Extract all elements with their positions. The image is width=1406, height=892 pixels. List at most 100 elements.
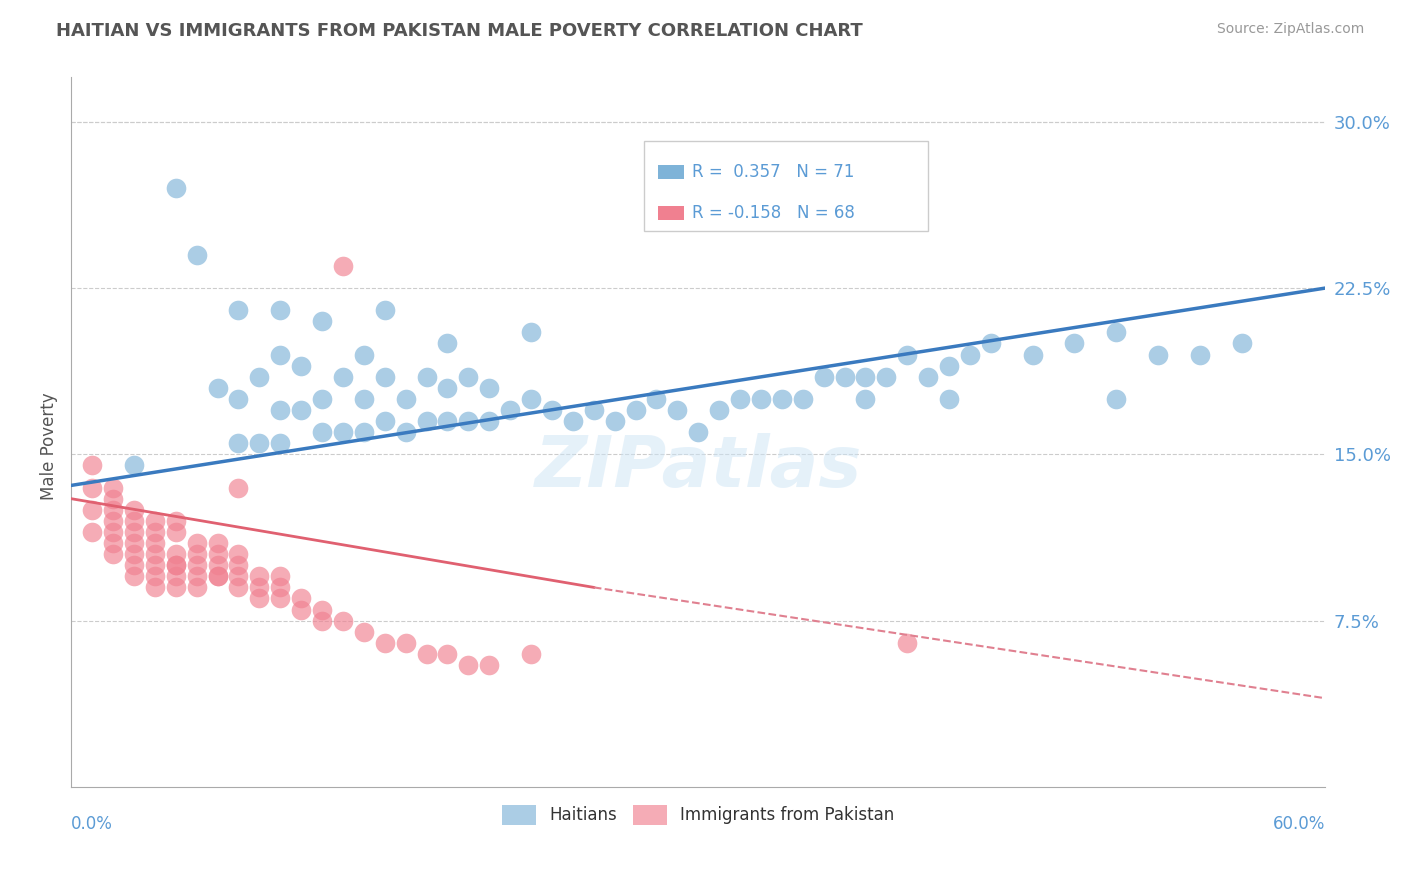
Point [165, 514, 187, 528]
Point [688, 425, 710, 440]
Point [269, 403, 291, 417]
Point [749, 392, 772, 406]
Point [186, 248, 208, 262]
Point [980, 336, 1002, 351]
Point [82, 503, 104, 517]
Point [395, 636, 418, 650]
Point [332, 369, 354, 384]
Point [603, 414, 626, 428]
Point [415, 369, 437, 384]
Point [165, 581, 187, 595]
Point [101, 547, 124, 561]
Point [143, 547, 166, 561]
Point [269, 436, 291, 450]
Point [143, 581, 166, 595]
Point [290, 591, 312, 606]
Point [728, 392, 751, 406]
Point [82, 458, 104, 473]
Point [520, 326, 543, 340]
Point [938, 392, 960, 406]
Point [436, 647, 458, 661]
Point [917, 369, 939, 384]
Point [311, 314, 333, 328]
Text: Male Poverty: Male Poverty [41, 392, 58, 500]
Point [896, 636, 918, 650]
Point [834, 369, 856, 384]
Point [228, 547, 250, 561]
Point [165, 181, 187, 195]
Point [101, 536, 124, 550]
Point [582, 403, 605, 417]
Point [101, 503, 124, 517]
Point [269, 569, 291, 583]
Point [122, 569, 145, 583]
Text: R =  0.357   N = 71: R = 0.357 N = 71 [692, 162, 855, 181]
Point [186, 581, 208, 595]
Point [101, 481, 124, 495]
Point [1063, 336, 1085, 351]
Point [332, 259, 354, 273]
Point [207, 547, 229, 561]
Point [813, 369, 835, 384]
Point [1188, 348, 1211, 362]
Point [122, 503, 145, 517]
Point [143, 536, 166, 550]
Point [792, 392, 814, 406]
Point [1105, 326, 1128, 340]
Point [395, 392, 418, 406]
Point [207, 558, 229, 573]
Point [436, 336, 458, 351]
Point [165, 569, 187, 583]
Text: Source: ZipAtlas.com: Source: ZipAtlas.com [1216, 22, 1364, 37]
Text: HAITIAN VS IMMIGRANTS FROM PAKISTAN MALE POVERTY CORRELATION CHART: HAITIAN VS IMMIGRANTS FROM PAKISTAN MALE… [56, 22, 863, 40]
Point [707, 403, 730, 417]
Point [311, 392, 333, 406]
Text: 60.0%: 60.0% [1272, 815, 1326, 833]
Legend: Haitians, Immigrants from Pakistan: Haitians, Immigrants from Pakistan [495, 798, 901, 832]
Point [770, 392, 793, 406]
Point [101, 491, 124, 506]
Point [122, 536, 145, 550]
Point [290, 602, 312, 616]
Point [374, 636, 396, 650]
Point [269, 591, 291, 606]
Point [228, 581, 250, 595]
Point [395, 425, 418, 440]
Point [122, 547, 145, 561]
Point [353, 392, 375, 406]
Point [247, 369, 270, 384]
Point [478, 381, 501, 395]
Point [875, 369, 897, 384]
Point [143, 514, 166, 528]
Point [122, 558, 145, 573]
Point [520, 647, 543, 661]
Point [207, 569, 229, 583]
Point [353, 624, 375, 639]
Point [457, 369, 479, 384]
Point [290, 403, 312, 417]
Point [478, 414, 501, 428]
Point [269, 348, 291, 362]
Point [561, 414, 583, 428]
Point [520, 392, 543, 406]
Point [311, 614, 333, 628]
Point [1147, 348, 1170, 362]
Point [415, 414, 437, 428]
Point [122, 458, 145, 473]
Point [959, 348, 981, 362]
Point [374, 414, 396, 428]
Point [143, 558, 166, 573]
Point [1021, 348, 1043, 362]
Point [82, 481, 104, 495]
Point [415, 647, 437, 661]
Point [353, 348, 375, 362]
Point [165, 558, 187, 573]
Point [1105, 392, 1128, 406]
Point [165, 524, 187, 539]
Point [353, 425, 375, 440]
Point [207, 381, 229, 395]
Point [311, 602, 333, 616]
Point [228, 303, 250, 318]
Point [207, 569, 229, 583]
Point [228, 436, 250, 450]
